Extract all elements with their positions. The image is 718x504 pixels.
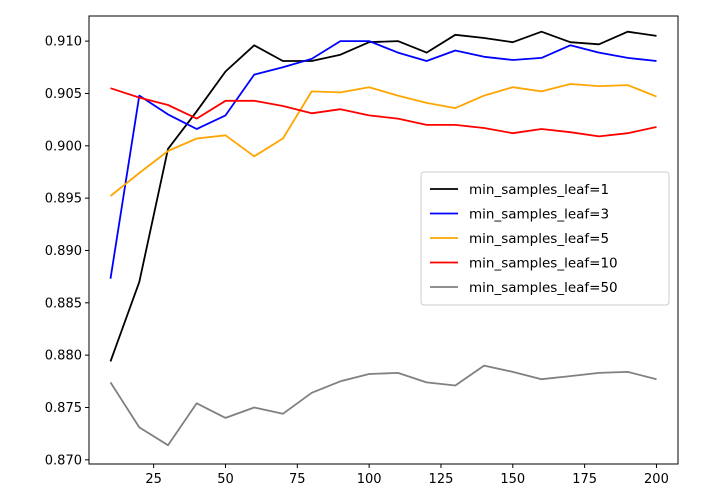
series-line-2 — [109, 83, 657, 197]
series-lines — [109, 30, 657, 447]
y-tick-label: 0.880 — [45, 349, 82, 364]
y-tick-label: 0.910 — [45, 35, 82, 50]
legend-label: min_samples_leaf=50 — [469, 280, 618, 296]
legend: min_samples_leaf=1 min_samples_leaf=3 min_… — [420, 171, 670, 306]
x-tick-label: 50 — [217, 472, 234, 487]
legend-label: min_samples_leaf=5 — [469, 231, 609, 247]
y-tick-label: 0.885 — [45, 296, 82, 311]
series-line-4 — [109, 364, 657, 447]
plot-area-frame — [88, 15, 679, 465]
legend-label: min_samples_leaf=10 — [469, 256, 618, 272]
series-line-0 — [109, 30, 657, 362]
y-tick-label: 0.890 — [45, 244, 82, 259]
x-tick-label: 150 — [500, 472, 525, 487]
x-tick-label: 75 — [289, 472, 306, 487]
x-tick-label: 200 — [644, 472, 669, 487]
y-axis: 0.870 0.875 0.880 0.885 0.890 0.895 0.900 0.905… — [45, 35, 89, 468]
series-line-3 — [110, 87, 657, 138]
y-tick-label: 0.875 — [45, 401, 82, 416]
x-axis: 25 50 75 100 125 150 175 200 — [145, 464, 669, 487]
y-tick-label: 0.895 — [45, 192, 82, 207]
x-tick-label: 25 — [145, 472, 162, 487]
legend-box — [420, 171, 670, 306]
series-line-1 — [109, 40, 657, 279]
legend-label: min_samples_leaf=1 — [469, 182, 609, 198]
x-tick-label: 100 — [357, 472, 382, 487]
x-tick-label: 175 — [572, 472, 597, 487]
y-tick-label: 0.870 — [45, 453, 82, 468]
legend-label: min_samples_leaf=3 — [469, 207, 609, 223]
y-tick-label: 0.900 — [45, 139, 82, 154]
y-tick-label: 0.905 — [45, 87, 82, 102]
x-tick-label: 125 — [429, 472, 454, 487]
